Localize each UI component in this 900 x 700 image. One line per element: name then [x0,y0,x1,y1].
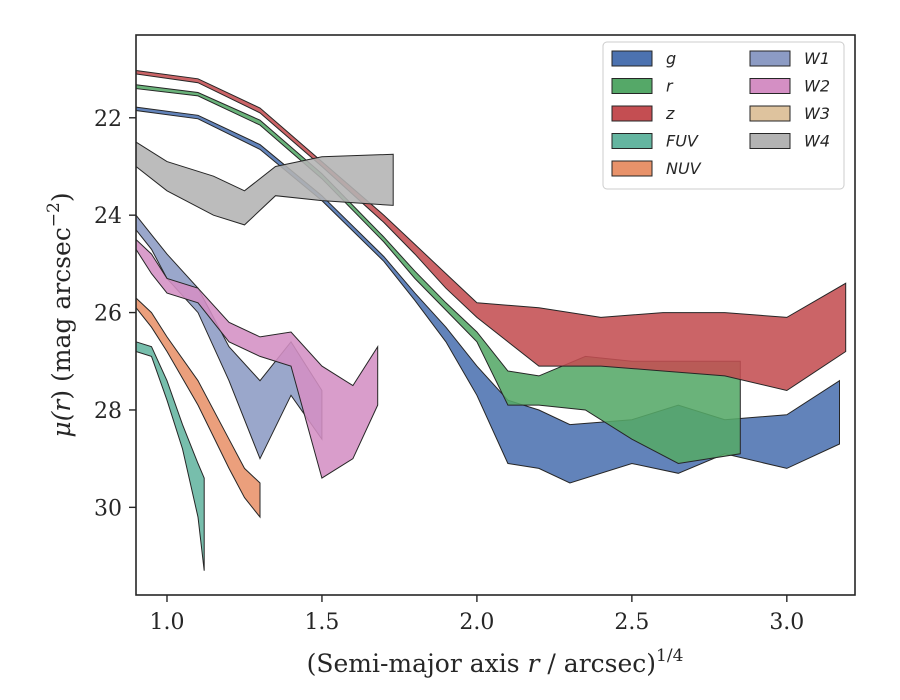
legend-swatch-r [611,78,653,94]
legend-label-fuv: FUV [666,132,699,151]
legend-swatch-z [611,105,653,122]
y-tick-label: 26 [94,302,122,327]
plot-frame [135,34,856,596]
legend-swatch-fuv [611,133,653,149]
legend-label-w1: W1 [804,49,830,68]
legend-swatch-g [611,50,653,67]
legend-label-r: r [666,77,674,96]
legend-label-nuv: NUV [666,159,702,178]
x-tick-label: 3.0 [769,610,804,635]
y-axis-label-exp: −2 [44,202,64,227]
x-axis-ticks: 1.0 1.5 2.0 2.5 3.0 [149,595,804,635]
legend-label-w3: W3 [804,104,830,123]
legend-swatch-w2 [749,78,791,94]
y-tick-label: 24 [94,204,122,229]
x-axis-label-main: (Semi-major axis [307,649,528,678]
legend-swatch-w4 [749,133,791,149]
x-tick-label: 1.5 [304,610,339,635]
legend-label-z: z [665,104,675,123]
series-band-nuv [135,296,261,519]
x-axis-label-exp: 1/4 [656,646,683,666]
series-band-g [135,106,840,484]
x-axis-label: (Semi-major axis r / arcsec)1/4 [307,646,684,678]
legend-label-w4: W4 [804,132,830,151]
legend: grz FUV NUV W1 W2 W3 W4 [602,41,845,190]
legend-swatch-w3 [749,105,791,122]
y-axis-label: μ(r) (mag arcsec−2) [44,192,76,437]
y-axis-label-unit: ) (mag arcsec [47,227,76,400]
legend-swatch-w1 [749,50,791,67]
legend-swatch-nuv [611,160,653,177]
y-axis-label-close: ) [47,192,76,202]
y-tick-label: 28 [94,399,122,424]
series-band-w2 [135,238,379,479]
series-band-fuv [135,341,205,571]
y-axis-ticks: 22 24 26 28 30 [94,107,136,521]
x-tick-label: 2.0 [459,610,494,635]
y-axis-label-var: r [47,398,76,412]
series-band-r [135,84,741,465]
legend-label-g: g [666,49,676,68]
series-band-w4 [135,141,394,226]
x-tick-label: 1.0 [149,610,184,635]
legend-label-w2: W2 [804,77,830,96]
y-tick-label: 22 [94,107,122,132]
chart-areas [135,69,847,571]
x-axis-label-var: r [528,649,542,678]
x-axis-label-unit: / arcsec) [539,649,656,678]
x-tick-label: 2.5 [614,610,649,635]
y-tick-label: 30 [94,496,122,521]
y-axis-label-main: μ( [47,410,76,437]
